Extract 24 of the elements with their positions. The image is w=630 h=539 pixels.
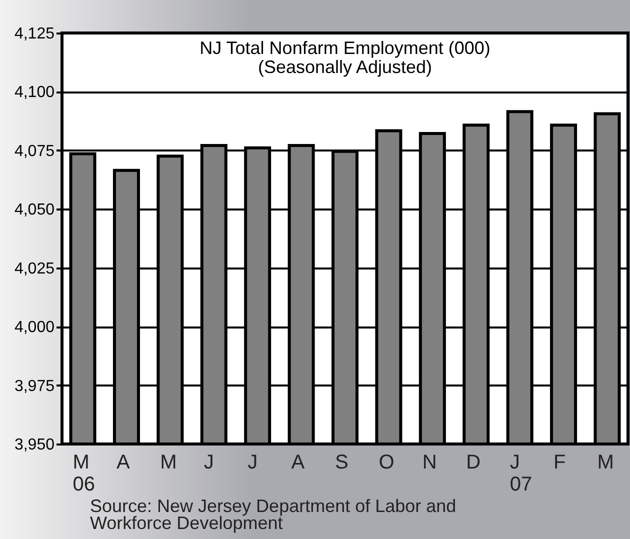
x-tick-label: J 07 [510,452,532,496]
x-tick-label: M [597,452,614,474]
y-tick-label: 4,100 [14,84,55,102]
x-tick-label: M 06 [72,452,96,496]
y-tick-label: 4,000 [14,319,55,336]
y-tick-label: 3,950 [14,436,55,454]
x-tick-label: O [378,452,394,474]
x-tick-label: F [554,452,566,474]
chart-title: NJ Total Nonfarm Employment (000) [200,38,490,58]
y-tick-label: 4,075 [14,142,55,160]
x-tick-label: A [116,452,130,474]
y-tick-label: 4,125 [14,26,55,42]
y-tick-label: 4,025 [14,260,55,278]
x-tick-label: M [160,452,177,474]
x-tick-label: D [466,452,481,474]
text: (Seasonally Adjusted) [258,57,432,77]
y-tick-label: 4,050 [14,202,55,219]
x-tick-label: A [291,452,306,474]
x-tick-label: J [204,452,214,474]
source-note: Source: New Jersey Department of Labor and Workforce Development [90,496,458,533]
x-tick-label: S [335,452,348,474]
x-tick-label: N [422,452,437,474]
x-tick-label: J [248,452,258,474]
y-tick-label: 3,975 [14,378,55,395]
